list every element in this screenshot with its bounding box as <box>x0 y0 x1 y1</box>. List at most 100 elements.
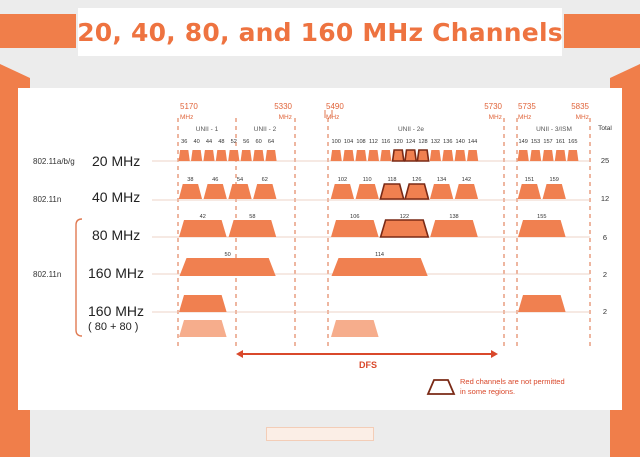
channel-block <box>429 184 454 199</box>
frequency-unit: MHz <box>518 114 531 121</box>
row-width-label: 20 MHz <box>92 153 140 169</box>
channel-number: 112 <box>369 139 378 145</box>
band-label: UNII - 2e <box>398 126 424 133</box>
channel-number: 52 <box>231 139 237 145</box>
frequency-value: 5490 <box>326 102 344 111</box>
channel-block <box>331 220 379 237</box>
channel-number: 165 <box>568 139 577 145</box>
channel-number: 149 <box>519 139 528 145</box>
channel-number: 100 <box>332 139 341 145</box>
channel-number: 155 <box>537 214 546 220</box>
channel-number: 116 <box>381 139 390 145</box>
channel-block <box>215 150 227 161</box>
diagram-panel <box>18 88 622 410</box>
channel-number: 144 <box>468 139 477 145</box>
row-standard-label: 802.11n <box>33 195 61 204</box>
channel-number: 159 <box>550 177 559 183</box>
channel-block <box>454 184 479 199</box>
channel-block <box>178 184 203 199</box>
restricted-channel-block <box>391 149 405 162</box>
channel-block <box>380 150 392 161</box>
header-accent-left <box>0 14 76 48</box>
channel-block <box>179 320 227 337</box>
frequency-unit: MHz <box>279 114 292 121</box>
channel-block <box>253 184 277 199</box>
frequency-value: 5170 <box>180 102 198 111</box>
channel-block <box>355 184 379 199</box>
channel-block <box>203 150 215 161</box>
channel-number: 136 <box>443 139 452 145</box>
channel-block <box>179 258 276 276</box>
band-label: UNII - 2 <box>254 126 277 133</box>
channel-number: 128 <box>418 139 427 145</box>
channel-number: 36 <box>181 139 187 145</box>
channel-number: 110 <box>363 177 372 183</box>
channel-number: 64 <box>268 139 274 145</box>
restricted-channel-block <box>404 149 418 162</box>
band-labels: UNII - 1 UNII - 2 UNII - 2e UNII - 3/ISM <box>196 126 572 133</box>
channel-number: 106 <box>350 214 359 220</box>
channel-number: 138 <box>449 214 458 220</box>
channel-block <box>542 184 566 199</box>
row-width-sub: ( 80 + 80 ) <box>88 321 138 333</box>
channel-number: 122 <box>400 214 409 220</box>
channel-block <box>567 150 579 161</box>
channel-number: 114 <box>375 252 384 258</box>
row-width-label: 40 MHz <box>92 189 140 205</box>
channel-number: 151 <box>525 177 534 183</box>
channel-number: 54 <box>237 177 243 183</box>
legend-text: Red channels are not permitted <box>460 377 565 386</box>
frequency-value: 5330 <box>274 102 292 111</box>
channel-block <box>178 150 190 161</box>
channel-numbers: 36 40 44 48 52 56 60 64 100 104 108 112 116 120 124 128… <box>181 139 577 258</box>
channel-block <box>330 150 342 161</box>
row-standard-label: 802.11a/b/g <box>33 157 75 166</box>
header-accent-right <box>564 14 640 48</box>
frequency-value: 5735 <box>518 102 536 111</box>
channel-number: 48 <box>218 139 224 145</box>
channel-number: 50 <box>224 252 230 258</box>
channel-block <box>203 184 227 199</box>
row-standard-label: 802.11n <box>33 270 61 279</box>
channel-number: 132 <box>431 139 440 145</box>
channel-block <box>253 150 265 161</box>
title-banner: 20, 40, 80, and 160 MHz Channels <box>77 8 563 56</box>
channel-block <box>530 150 542 161</box>
band-label: UNII - 1 <box>196 126 219 133</box>
channel-number: 157 <box>543 139 552 145</box>
channel-block <box>228 184 252 199</box>
legend-restricted-swatch <box>426 379 456 395</box>
channel-number: 161 <box>556 139 565 145</box>
channel-block <box>442 150 454 161</box>
frequency-unit: MHz <box>180 114 193 121</box>
channel-block <box>542 150 554 161</box>
channel-block <box>355 150 367 161</box>
channel-block <box>517 150 529 161</box>
restricted-channel-block <box>404 183 430 200</box>
channel-block <box>518 220 566 237</box>
channel-block <box>240 150 252 161</box>
channel-number: 140 <box>456 139 465 145</box>
channel-block <box>330 184 355 199</box>
channel-block <box>367 150 379 161</box>
restricted-channel-block <box>416 149 430 162</box>
channel-number: 38 <box>187 177 193 183</box>
total-header: Total <box>598 125 612 132</box>
channel-block <box>228 220 277 237</box>
dfs-arrowhead <box>236 350 243 358</box>
frequency-value: 5835 <box>571 102 589 111</box>
channel-block <box>343 150 355 161</box>
restricted-channel-block <box>379 219 430 238</box>
total-value: 12 <box>601 194 609 203</box>
channel-block <box>430 220 478 237</box>
row-bracket <box>75 218 83 337</box>
channel-block <box>331 320 379 337</box>
channel-block <box>228 150 240 161</box>
channel-block <box>517 184 542 199</box>
footer-bar <box>266 427 374 441</box>
channel-number: 56 <box>243 139 249 145</box>
row-width-label: 160 MHz <box>88 265 144 281</box>
frequency-unit: MHz <box>326 114 339 121</box>
channel-number: 134 <box>437 177 446 183</box>
